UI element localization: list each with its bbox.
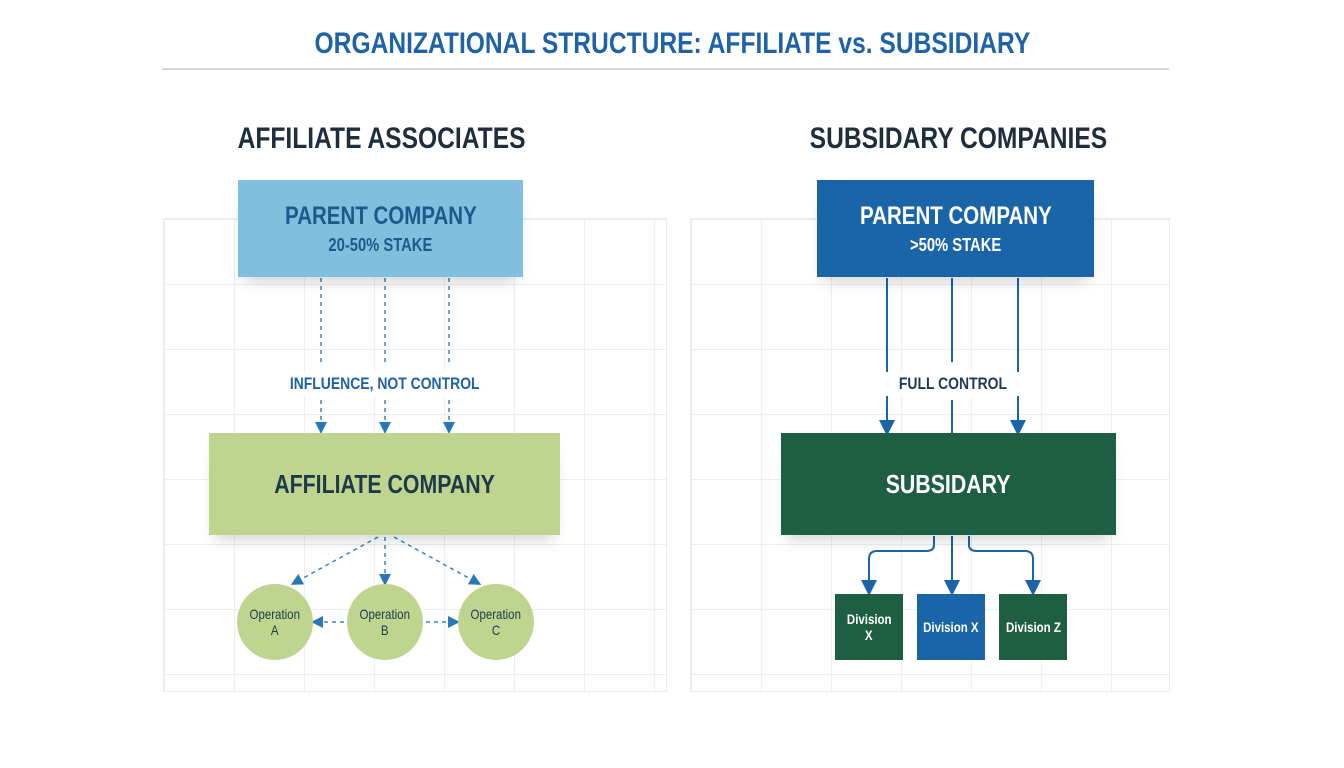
subsidiary-company: SUBSIDARY (781, 433, 1116, 535)
title-divider (162, 68, 1169, 70)
parent-stake: >50% STAKE (909, 234, 1002, 255)
affiliate-relation-label: INFLUENCE, NOT CONTROL (265, 372, 505, 396)
parent-stake: 20-50% STAKE (328, 234, 433, 255)
affiliate-heading: AFFILIATE ASSOCIATES (238, 122, 526, 155)
division-2: Division X (917, 594, 985, 660)
division-3: Division Z (999, 594, 1067, 660)
operation-c: Operation C (458, 584, 534, 660)
subsidiary-parent-company: PARENT COMPANY >50% STAKE (817, 180, 1094, 277)
affiliate-company: AFFILIATE COMPANY (209, 433, 560, 535)
affiliate-parent-company: PARENT COMPANY 20-50% STAKE (238, 180, 523, 277)
subsidiary-heading: SUBSIDARY COMPANIES (809, 122, 1107, 155)
diagram-title: ORGANIZATIONAL STRUCTURE: AFFILIATE vs. … (314, 27, 1030, 60)
operation-a: Operation A (237, 584, 313, 660)
subsidiary-relation-label: FULL CONTROL (880, 372, 1025, 396)
parent-name: PARENT COMPANY (859, 201, 1052, 230)
operation-b: Operation B (347, 584, 423, 660)
division-1: Division X (835, 594, 903, 660)
parent-name: PARENT COMPANY (284, 201, 477, 230)
